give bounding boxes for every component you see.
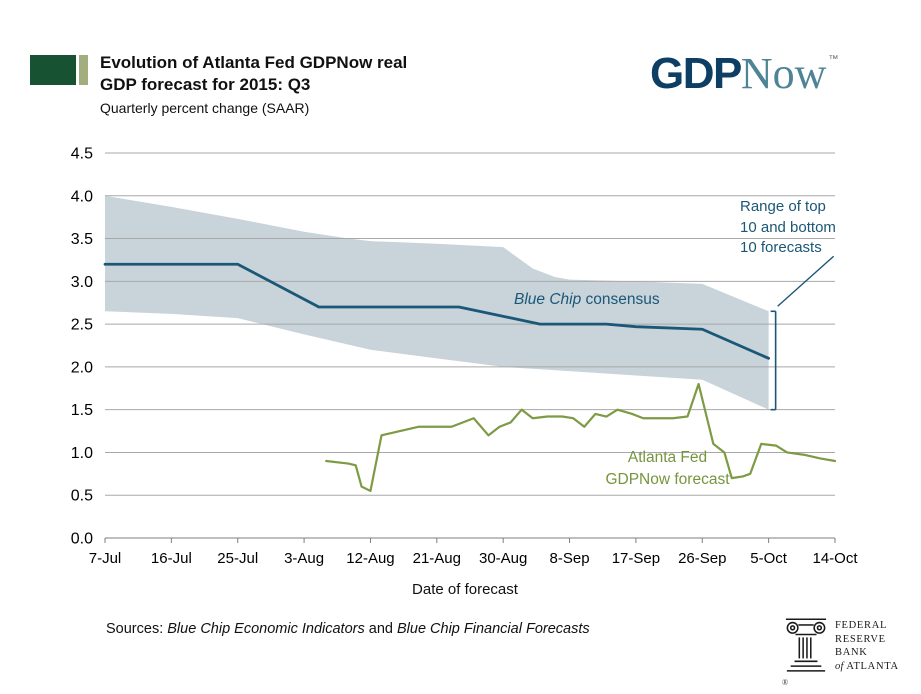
y-tick-label: 4.0 [71,188,93,205]
x-tick-label: 25-Jul [217,550,258,567]
y-tick-label: 1.0 [71,445,93,462]
gdpnow-logo-gdp: GDP [650,49,742,98]
y-tick-label: 4.5 [71,146,93,163]
fed-wordmark-atlanta: ATLANTA [846,660,899,672]
brand-bar-dark [30,55,76,85]
source-2: Blue Chip Financial Forecasts [397,621,590,637]
fed-wordmark-line1: FEDERAL [835,620,888,631]
sources-note: Sources: Blue Chip Economic Indicators a… [106,621,590,637]
sources-conjunction: and [368,621,393,637]
sources-label: Sources: [106,621,164,637]
chart-plot: 0.0 0.5 1.0 1.5 2.0 2.5 3.0 3.5 4.0 4.5 7-Jul 16-Ju… [71,146,859,568]
y-tick-label: 3.0 [71,274,93,291]
y-tick-label: 0.5 [71,488,93,505]
annotation-leader-line [777,255,835,307]
x-tick-label: 14-Oct [812,550,858,567]
gdpnow-label-line1: Atlanta Fed [627,449,708,466]
brand-bar-light [79,55,88,85]
x-tick-label: 3-Aug [284,550,324,567]
range-annotation-line2: 10 and bottom [740,218,836,236]
x-tick-label: 8-Sep [550,550,590,567]
range-annotation: Range of top 10 and bottom 10 forecasts [740,197,880,259]
x-axis-title: Date of forecast [412,581,518,598]
y-tick-label: 2.5 [71,317,93,334]
x-tick-label: 21-Aug [413,550,461,567]
range-annotation-line1: Range of top [740,198,826,215]
range-annotation-line3: 10 forecasts [740,239,822,257]
x-tick-label: 30-Aug [479,550,527,567]
fed-wordmark-line4: of ATLANTA [835,660,899,674]
y-tick-label: 1.5 [71,402,93,419]
x-tick-label: 26-Sep [678,550,726,567]
fed-wordmark-line2: RESERVE [835,633,886,645]
forecast-range-band [105,195,769,410]
fed-wordmark-line3: BANK [835,647,868,659]
x-tick-label: 16-Jul [151,550,192,567]
gdpnow-logo-now: Now [740,49,827,98]
x-tick-label: 12-Aug [346,550,394,567]
title-block: Evolution of Atlanta Fed GDPNow real GDP… [100,52,407,116]
blue-chip-consensus-line [103,262,771,360]
page-title-line1: Evolution of Atlanta Fed GDPNow real [100,53,408,72]
gdpnow-forecast-line [325,382,837,493]
x-tick-label: 5-Oct [750,550,788,567]
y-tick-label: 0.0 [71,531,93,548]
source-1: Blue Chip Economic Indicators [167,621,365,637]
blue-chip-label-italic: Blue Chip [514,291,582,308]
gdpnow-logo: GDPNow ™ [650,48,838,99]
y-tick-label: 2.0 [71,359,93,376]
y-tick-label: 3.5 [71,231,93,248]
page-title-line2: GDP forecast for 2015: Q3 [100,75,311,95]
gdpnow-label-line2: GDPNow forecast [605,471,730,489]
atlanta-fed-wordmark: FEDERAL RESERVE BANK of ATLANTA [835,616,899,674]
x-tick-label: 7-Jul [89,550,122,567]
trademark-symbol: ™ [828,54,839,65]
x-tick-label: 17-Sep [612,550,660,567]
blue-chip-label-rest: consensus [581,291,660,308]
gdpnow-forecast-label: Atlanta Fed GDPNow forecast [575,447,760,492]
registered-mark: ® [782,678,789,687]
chart-subtitle: Quarterly percent change (SAAR) [100,100,310,117]
atlanta-fed-column-icon [785,618,827,672]
atlanta-fed-column-wrap: ® [782,616,828,687]
atlanta-fed-logo: ® FEDERAL RESERVE BANK of ATLANTA [782,616,899,687]
fed-wordmark-of: of [835,660,844,672]
blue-chip-consensus-label: Blue Chip consensus [514,291,660,309]
